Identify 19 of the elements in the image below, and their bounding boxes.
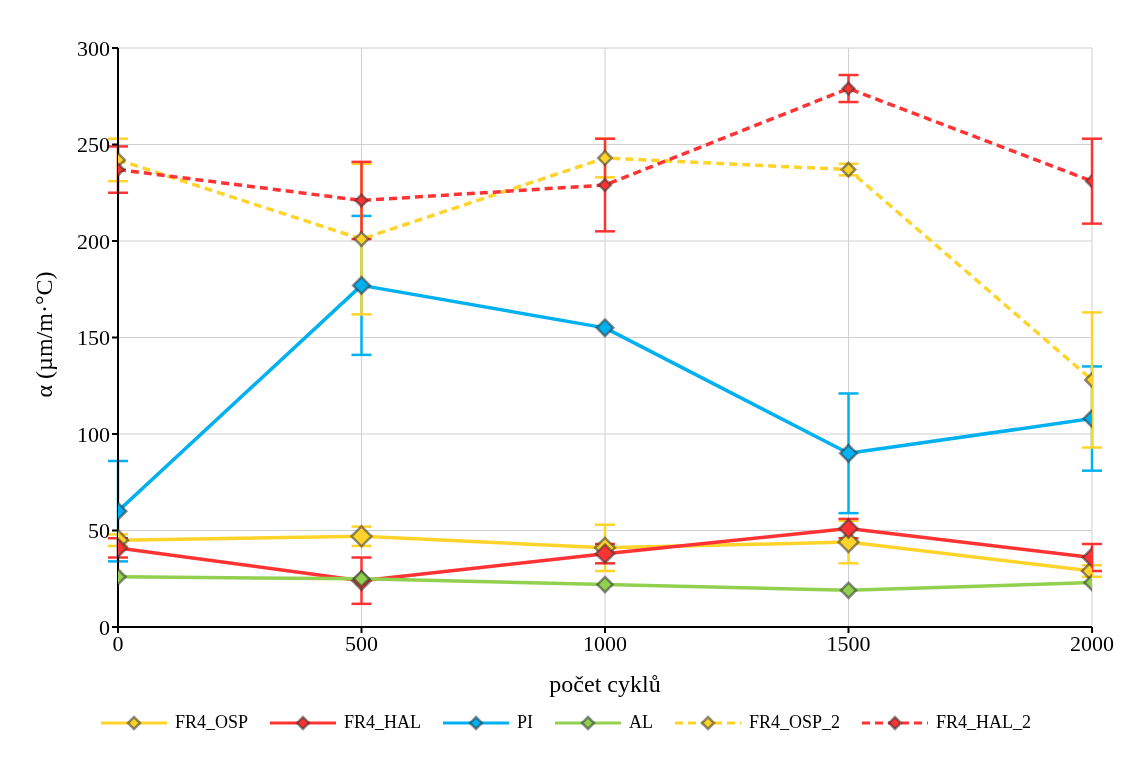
y-tick-label: 50: [88, 518, 110, 544]
y-tick-label: 200: [77, 228, 110, 254]
y-axis-title: α (µm/m·°C): [30, 271, 57, 398]
legend-label: FR4_HAL_2: [936, 712, 1032, 733]
x-tick-label: 1500: [826, 630, 871, 656]
legend-label: FR4_OSP_2: [749, 712, 841, 733]
x-axis-title: počet cyklů: [549, 671, 661, 697]
x-tick-label: 1000: [583, 630, 627, 656]
legend-label: PI: [516, 712, 533, 733]
legend-label: AL: [629, 712, 653, 733]
y-tick-label: 0: [99, 614, 110, 640]
legend-label: FR4_HAL: [343, 712, 421, 733]
y-tick-label: 250: [77, 132, 110, 158]
x-tick-label: 500: [345, 630, 378, 656]
x-tick-label: 2000: [1070, 630, 1114, 656]
y-tick-label: 100: [77, 421, 110, 447]
y-tick-label: 150: [77, 325, 110, 351]
y-tick-label: 300: [77, 35, 110, 61]
legend-label: FR4_OSP: [174, 712, 248, 733]
